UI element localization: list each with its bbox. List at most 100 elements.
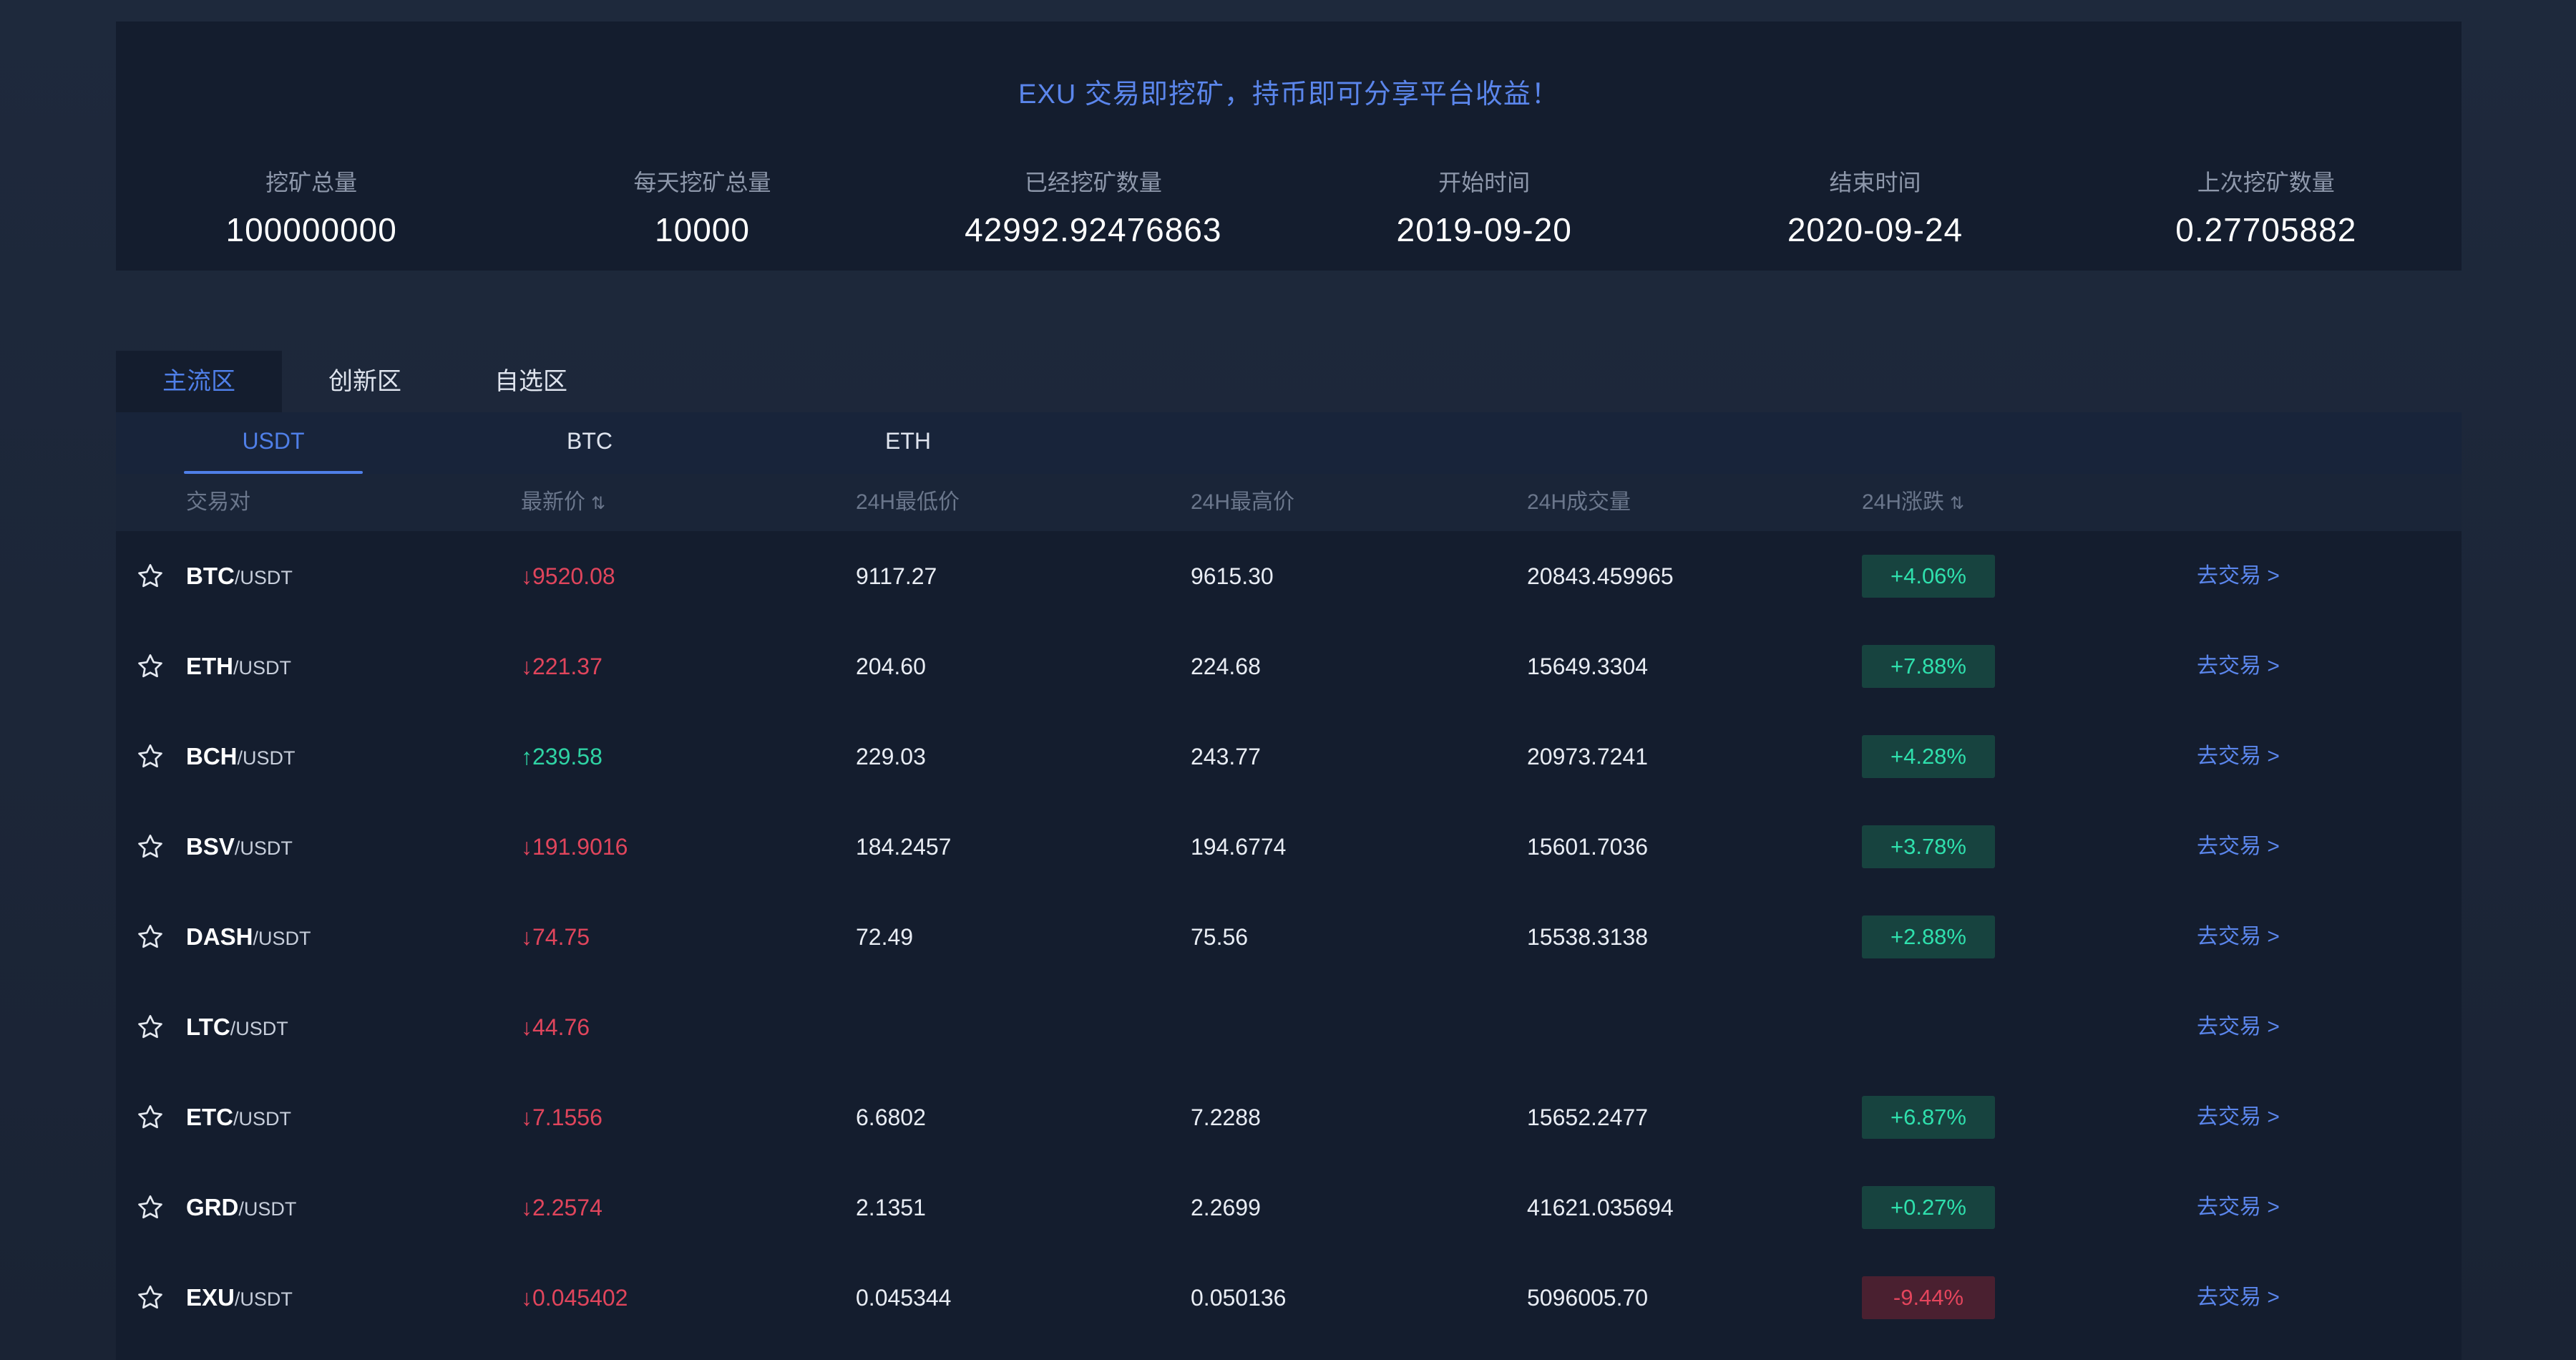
quote-currency-tabs: USDT BTC ETH (116, 412, 2462, 474)
trade-link[interactable]: 去交易 > (2197, 1286, 2280, 1309)
trade-link[interactable]: 去交易 > (2197, 1195, 2280, 1219)
column-header-24h-change[interactable]: 24H涨跌 ⇅ (1862, 474, 1964, 533)
high-24h: 0.050136 (1191, 1285, 1287, 1311)
trade-link[interactable]: 去交易 > (2197, 744, 2280, 768)
latest-price: ↓221.37 (521, 654, 602, 679)
column-header-pair: 交易对 (186, 474, 250, 531)
low-24h: 9117.27 (856, 563, 937, 589)
pair-name[interactable]: ETC/USDT (186, 1072, 291, 1164)
change-24h-badge: +6.87% (1862, 1096, 1995, 1139)
stat-value: 2019-09-20 (1396, 211, 1572, 248)
mining-info-card: EXU 交易即挖矿，持币即可分享平台收益！ 挖矿总量 100000000 每天挖… (116, 21, 2462, 271)
column-header-latest-price[interactable]: 最新价 ⇅ (521, 474, 605, 533)
pair-name[interactable]: DASH/USDT (186, 892, 311, 983)
change-24h-badge: +7.88% (1862, 645, 1995, 688)
star-icon[interactable] (136, 562, 165, 591)
pair-base: BTC (186, 563, 235, 589)
pair-quote: /USDT (233, 657, 291, 679)
stat-label: 结束时间 (1829, 170, 1921, 195)
table-row[interactable]: ETH/USDT ↓221.37 204.60 224.68 15649.330… (116, 621, 2462, 711)
change-24h-badge: +0.27% (1862, 1186, 1995, 1229)
table-row[interactable]: EXU/USDT ↓0.045402 0.045344 0.050136 509… (116, 1253, 2462, 1343)
change-24h-badge: -9.44% (1862, 1276, 1995, 1319)
sort-icon: ⇅ (1950, 494, 1965, 513)
low-24h: 6.6802 (856, 1104, 926, 1130)
trade-link[interactable]: 去交易 > (2197, 925, 2280, 948)
pair-name[interactable]: ETH/USDT (186, 621, 291, 713)
table-row[interactable]: BSV/USDT ↓191.9016 184.2457 194.6774 156… (116, 802, 2462, 892)
volume-24h: 41621.035694 (1527, 1195, 1674, 1220)
tab-eth[interactable]: ETH (885, 428, 931, 454)
star-icon[interactable] (136, 1193, 165, 1222)
latest-price: ↓0.045402 (521, 1285, 628, 1311)
stat-total-mining: 挖矿总量 100000000 (116, 165, 507, 249)
volume-24h: 20843.459965 (1527, 563, 1674, 589)
tab-innovation-zone[interactable]: 创新区 (328, 368, 401, 395)
star-icon[interactable] (136, 742, 165, 771)
latest-price: ↓44.76 (521, 1014, 590, 1040)
low-24h: 0.045344 (856, 1285, 952, 1311)
pair-name[interactable]: BTC/USDT (186, 531, 293, 623)
column-header-label: 24H最高价 (1191, 490, 1295, 514)
column-header-24h-volume: 24H成交量 (1527, 474, 1631, 531)
pair-base: BSV (186, 833, 235, 860)
volume-24h: 15601.7036 (1527, 834, 1649, 860)
trade-link[interactable]: 去交易 > (2197, 1015, 2280, 1039)
trade-link[interactable]: 去交易 > (2197, 1105, 2280, 1129)
pair-name[interactable]: LTC/USDT (186, 982, 288, 1074)
high-24h: 243.77 (1191, 744, 1261, 769)
table-row[interactable]: BCH/USDT ↑239.58 229.03 243.77 20973.724… (116, 711, 2462, 802)
star-icon[interactable] (136, 652, 165, 681)
star-icon[interactable] (136, 923, 165, 951)
pair-base: BCH (186, 743, 238, 769)
low-24h: 184.2457 (856, 834, 952, 860)
column-header-label: 最新价 (521, 490, 585, 514)
latest-price: ↑239.58 (521, 744, 602, 769)
zone-tabs: 主流区 创新区 自选区 (116, 351, 614, 412)
tab-usdt[interactable]: USDT (184, 412, 363, 474)
pair-base: DASH (186, 923, 253, 950)
latest-price: ↓74.75 (521, 924, 590, 950)
pair-quote: /USDT (234, 837, 293, 859)
pair-name[interactable]: GRD/USDT (186, 1162, 296, 1254)
volume-24h: 15538.3138 (1527, 924, 1649, 950)
stat-label: 开始时间 (1438, 170, 1531, 195)
latest-price: ↓9520.08 (521, 563, 615, 589)
column-header-24h-low: 24H最低价 (856, 474, 960, 531)
volume-24h: 15649.3304 (1527, 654, 1649, 679)
pair-quote: /USDT (253, 928, 311, 949)
pair-name[interactable]: EXU/USDT (186, 1253, 293, 1344)
tab-favorites-zone[interactable]: 自选区 (494, 368, 567, 395)
low-24h: 229.03 (856, 744, 926, 769)
table-row[interactable]: GRD/USDT ↓2.2574 2.1351 2.2699 41621.035… (116, 1162, 2462, 1253)
table-row[interactable]: DASH/USDT ↓74.75 72.49 75.56 15538.3138 … (116, 892, 2462, 982)
stat-value: 2020-09-24 (1787, 211, 1963, 248)
star-icon[interactable] (136, 832, 165, 861)
tab-btc[interactable]: BTC (567, 428, 613, 454)
pair-name[interactable]: BCH/USDT (186, 711, 296, 803)
volume-24h: 20973.7241 (1527, 744, 1649, 769)
table-row[interactable]: BTC/USDT ↓9520.08 9117.27 9615.30 20843.… (116, 531, 2462, 621)
mining-stats: 挖矿总量 100000000 每天挖矿总量 10000 已经挖矿数量 42992… (116, 165, 2462, 249)
table-header: 交易对 最新价 ⇅ 24H最低价 24H最高价 24H成交量 24H涨跌 ⇅ (116, 474, 2462, 531)
trade-link[interactable]: 去交易 > (2197, 835, 2280, 858)
table-row[interactable]: LTC/USDT ↓44.76 去交易 > (116, 982, 2462, 1072)
star-icon[interactable] (136, 1013, 165, 1041)
trade-link[interactable]: 去交易 > (2197, 654, 2280, 678)
stat-last-mined: 上次挖矿数量 0.27705882 (2071, 165, 2462, 249)
pair-base: EXU (186, 1284, 235, 1311)
high-24h: 2.2699 (1191, 1195, 1261, 1220)
low-24h: 204.60 (856, 654, 926, 679)
high-24h: 75.56 (1191, 924, 1249, 950)
stat-label: 上次挖矿数量 (2197, 170, 2335, 195)
trade-link[interactable]: 去交易 > (2197, 564, 2280, 588)
market-table: USDT BTC ETH 交易对 最新价 ⇅ 24H最低价 24H最高价 24H成… (116, 412, 2462, 1360)
latest-price: ↓191.9016 (521, 834, 628, 860)
pair-base: ETC (186, 1104, 233, 1130)
table-row[interactable]: ETC/USDT ↓7.1556 6.6802 7.2288 15652.247… (116, 1072, 2462, 1162)
tab-main-zone[interactable]: 主流区 (116, 351, 282, 412)
star-icon[interactable] (136, 1103, 165, 1132)
pair-name[interactable]: BSV/USDT (186, 802, 293, 893)
star-icon[interactable] (136, 1283, 165, 1312)
